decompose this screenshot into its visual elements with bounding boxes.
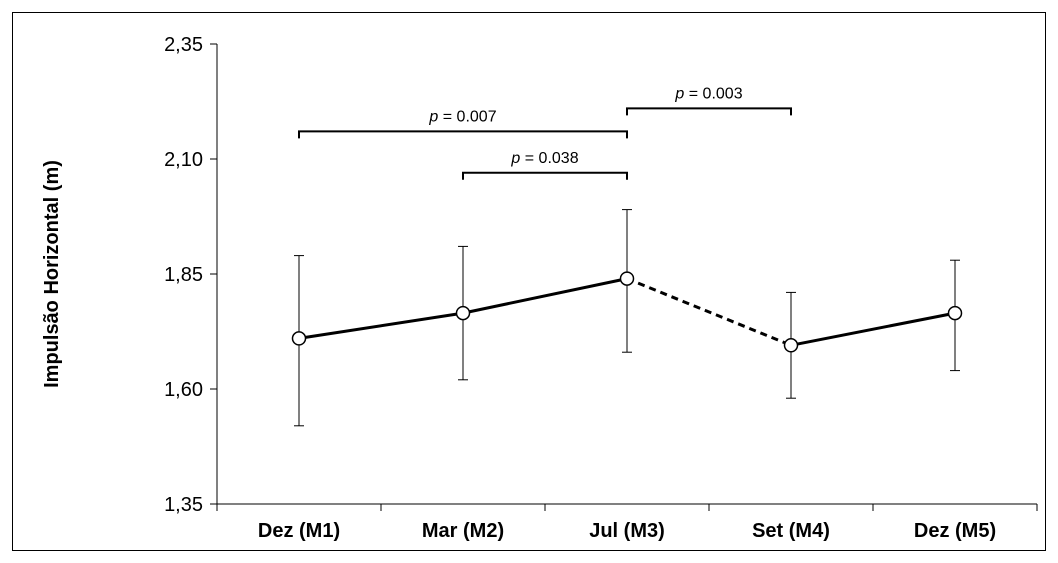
data-point [619,271,635,286]
x-tick-label: Dez (M5) [914,520,996,542]
chart-frame [12,12,1046,551]
y-tick-label: 1,60 [164,379,203,401]
data-point [455,305,471,321]
data-point [783,338,799,353]
x-tick-label: Jul (M3) [589,520,665,542]
p-value-label: p = 0.007 [428,108,496,125]
significance-annotations: p = 0.007 p = 0.038 p = 0.003 [298,85,792,180]
y-axis-title: Impulsão Horizontal (m) [41,160,63,388]
p-value-label: p = 0.038 [510,150,578,167]
y-tick-label: 2,35 [164,34,203,56]
error-bars [294,209,960,427]
significance-bracket [626,107,792,116]
significance-bracket [298,130,628,139]
x-tick-label: Set (M4) [752,520,830,542]
series-segment [298,311,464,340]
series-segment [790,311,956,347]
axes [210,43,1038,511]
y-tick-label: 2,10 [164,149,203,171]
data-point [291,331,307,346]
x-tick-label: Dez (M1) [258,520,340,542]
p-value-label: p = 0.003 [674,85,742,102]
series-segment [626,277,792,347]
series-lines [298,277,956,347]
series-segment [462,277,628,315]
y-tick-label: 1,35 [164,494,203,516]
y-tick-label: 1,85 [164,264,203,286]
tick-labels: 1,35 1,60 1,85 2,10 2,35 Dez (M1) Mar (M2) Jul … [164,34,996,542]
data-point [947,305,963,321]
x-tick-label: Mar (M2) [422,520,504,542]
significance-bracket [462,171,628,180]
data-points [291,271,963,353]
